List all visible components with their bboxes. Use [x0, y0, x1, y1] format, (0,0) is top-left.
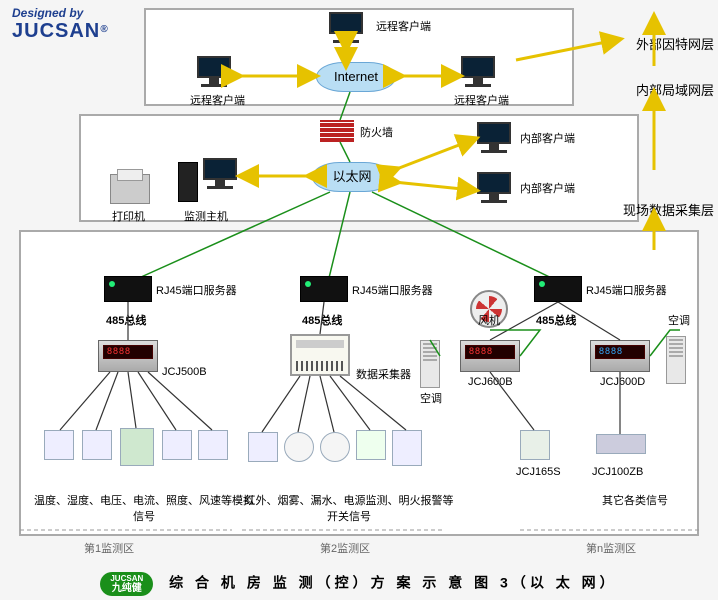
layer-label-lan: 内部局域网层: [636, 80, 714, 99]
pc-tower-icon: [178, 162, 198, 202]
label-bus-3: 485总线: [536, 312, 576, 328]
sensor-z1-1: [44, 430, 74, 460]
label-remote-top: 远程客户端: [376, 18, 431, 34]
footer: JUCSAN 九纯健 综 合 机 房 监 测（控）方 案 示 意 图 3（以 太…: [0, 572, 718, 596]
ac-unit-1: [420, 340, 440, 388]
rj45-1: [104, 276, 152, 302]
label-ac-1: 空调: [420, 390, 442, 406]
monitor-remote-left: [194, 56, 234, 90]
label-fan: 风机: [478, 312, 500, 328]
label-jcj500b: JCJ500B: [162, 366, 207, 378]
meter-jcj500b: 8888: [98, 340, 158, 372]
sensor-zn-1: [520, 430, 550, 460]
monitor-internal-1: [474, 122, 514, 156]
label-bus-2: 485总线: [302, 312, 342, 328]
meter-jcj600b: 8888: [460, 340, 520, 372]
footer-logo: JUCSAN 九纯健: [100, 572, 153, 596]
printer-icon: [110, 174, 150, 204]
ac-unit-2: [666, 336, 686, 384]
sensor-z2-5: [392, 430, 422, 466]
label-printer: 打印机: [112, 208, 145, 224]
label-jcj100zb: JCJ100ZB: [592, 466, 643, 478]
monitor-remote-top: [326, 12, 366, 46]
label-ac-top: 空调: [668, 312, 690, 328]
meter-jcj600d: 8888: [590, 340, 650, 372]
sensor-z2-4: [356, 430, 386, 460]
sensor-z2-2: [284, 432, 314, 462]
footer-logo-bottom: 九纯健: [110, 583, 143, 594]
cloud-ethernet: 以太网: [312, 162, 392, 192]
network-diagram: Designed by JUCSAN® 外部因特网层 内部局域网层 现场数据采集…: [0, 0, 718, 600]
label-jcj165s: JCJ165S: [516, 466, 561, 478]
label-rj45-2: RJ45端口服务器: [352, 282, 433, 298]
firewall-icon: [320, 120, 354, 142]
caption-zone1: 温度、湿度、电压、电流、照度、风速等模拟信号: [34, 492, 254, 524]
label-firewall: 防火墙: [360, 124, 393, 140]
caption-zoneN: 其它各类信号: [580, 492, 690, 508]
brand-reg: ®: [100, 24, 107, 35]
footer-title: 综 合 机 房 监 测（控）方 案 示 意 图 3（以 太 网）: [169, 575, 617, 591]
monitor-remote-right: [458, 56, 498, 90]
rj45-2: [300, 276, 348, 302]
cloud-internet: Internet: [316, 62, 396, 92]
monitor-internal-2: [474, 172, 514, 206]
label-collector: 数据采集器: [356, 366, 411, 382]
label-rj45-3: RJ45端口服务器: [586, 282, 667, 298]
designed-by-text: Designed by: [12, 6, 108, 20]
label-rj45-1: RJ45端口服务器: [156, 282, 237, 298]
caption-zone2: 红外、烟雾、漏水、电源监测、明火报警等开关信号: [244, 492, 454, 524]
brand-block: Designed by JUCSAN®: [12, 6, 108, 43]
layer-label-wan: 外部因特网层: [636, 34, 714, 53]
monitor-host: [200, 158, 240, 192]
label-remote-left: 远程客户端: [190, 92, 245, 108]
zone-label-n: 第n监测区: [586, 540, 636, 556]
sensor-zn-2: [596, 434, 646, 454]
rj45-3: [534, 276, 582, 302]
sensor-z2-1: [248, 432, 278, 462]
label-internal-2: 内部客户端: [520, 180, 575, 196]
label-monitor-host: 监测主机: [184, 208, 228, 224]
label-jcj600d: JCJ600D: [600, 376, 645, 388]
zone-label-1: 第1监测区: [84, 540, 134, 556]
sensor-z1-2: [82, 430, 112, 460]
sensor-z1-5: [198, 430, 228, 460]
sensor-z2-3: [320, 432, 350, 462]
label-remote-right: 远程客户端: [454, 92, 509, 108]
sensor-z1-4: [162, 430, 192, 460]
label-bus-1: 485总线: [106, 312, 146, 328]
collector-box: [290, 334, 350, 376]
zone-label-2: 第2监测区: [320, 540, 370, 556]
layer-label-field: 现场数据采集层: [623, 200, 714, 219]
label-internal-1: 内部客户端: [520, 130, 575, 146]
sensor-z1-3: [120, 428, 154, 466]
brand-name: JUCSAN: [12, 20, 100, 42]
footer-logo-top: JUCSAN: [110, 574, 143, 583]
label-jcj600b: JCJ600B: [468, 376, 513, 388]
